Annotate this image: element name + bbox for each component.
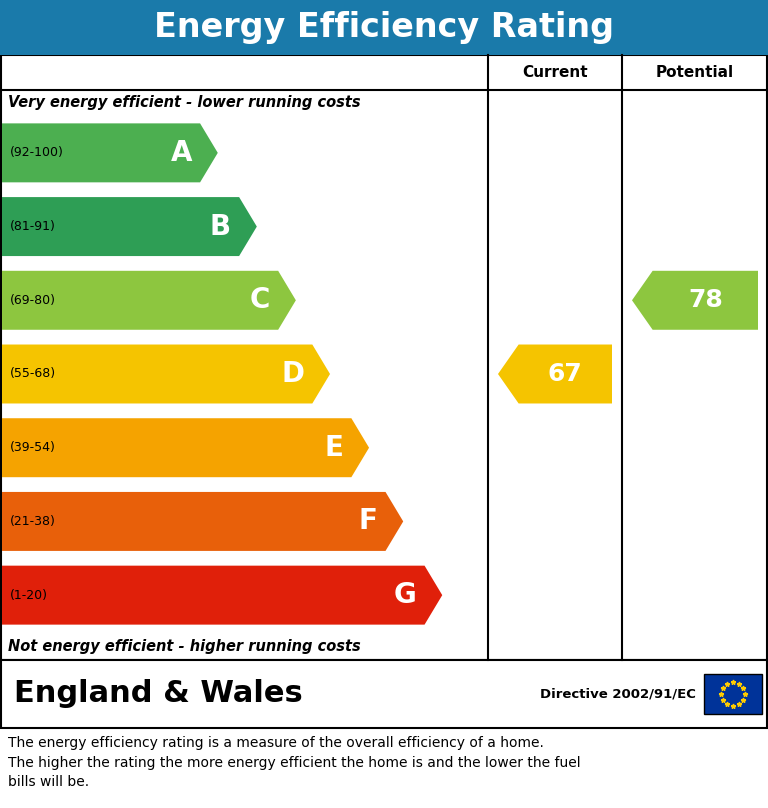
- Text: (39-54): (39-54): [10, 441, 56, 454]
- Text: Potential: Potential: [656, 65, 734, 80]
- Text: G: G: [394, 581, 416, 609]
- Text: 67: 67: [548, 362, 583, 386]
- Text: (81-91): (81-91): [10, 220, 56, 233]
- Polygon shape: [2, 271, 296, 330]
- Text: Current: Current: [522, 65, 588, 80]
- Text: (69-80): (69-80): [10, 294, 56, 307]
- Polygon shape: [2, 566, 442, 625]
- Text: F: F: [359, 507, 378, 536]
- Text: A: A: [170, 139, 192, 167]
- Text: England & Wales: England & Wales: [14, 680, 303, 709]
- Text: E: E: [325, 434, 343, 461]
- Polygon shape: [498, 344, 612, 403]
- Text: 78: 78: [688, 288, 723, 312]
- Text: (1-20): (1-20): [10, 589, 48, 602]
- Polygon shape: [2, 124, 218, 183]
- Bar: [0, 0, 768, 55]
- Text: (21-38): (21-38): [10, 515, 56, 528]
- Text: Very energy efficient - lower running costs: Very energy efficient - lower running co…: [8, 95, 361, 111]
- Polygon shape: [2, 492, 403, 551]
- Bar: [704, 674, 762, 714]
- Text: (55-68): (55-68): [10, 368, 56, 381]
- Polygon shape: [2, 419, 369, 478]
- Text: B: B: [210, 213, 231, 241]
- Text: Directive 2002/91/EC: Directive 2002/91/EC: [540, 688, 696, 701]
- Polygon shape: [632, 271, 758, 330]
- Text: (92-100): (92-100): [10, 146, 64, 159]
- Text: D: D: [281, 360, 304, 388]
- Text: The energy efficiency rating is a measure of the overall efficiency of a home.
T: The energy efficiency rating is a measur…: [8, 736, 581, 789]
- Text: Not energy efficient - higher running costs: Not energy efficient - higher running co…: [8, 638, 361, 654]
- Bar: [1, 660, 767, 728]
- Polygon shape: [2, 197, 257, 256]
- Bar: [1, 55, 767, 660]
- Text: C: C: [250, 286, 270, 314]
- Text: Energy Efficiency Rating: Energy Efficiency Rating: [154, 11, 614, 44]
- Polygon shape: [2, 344, 330, 403]
